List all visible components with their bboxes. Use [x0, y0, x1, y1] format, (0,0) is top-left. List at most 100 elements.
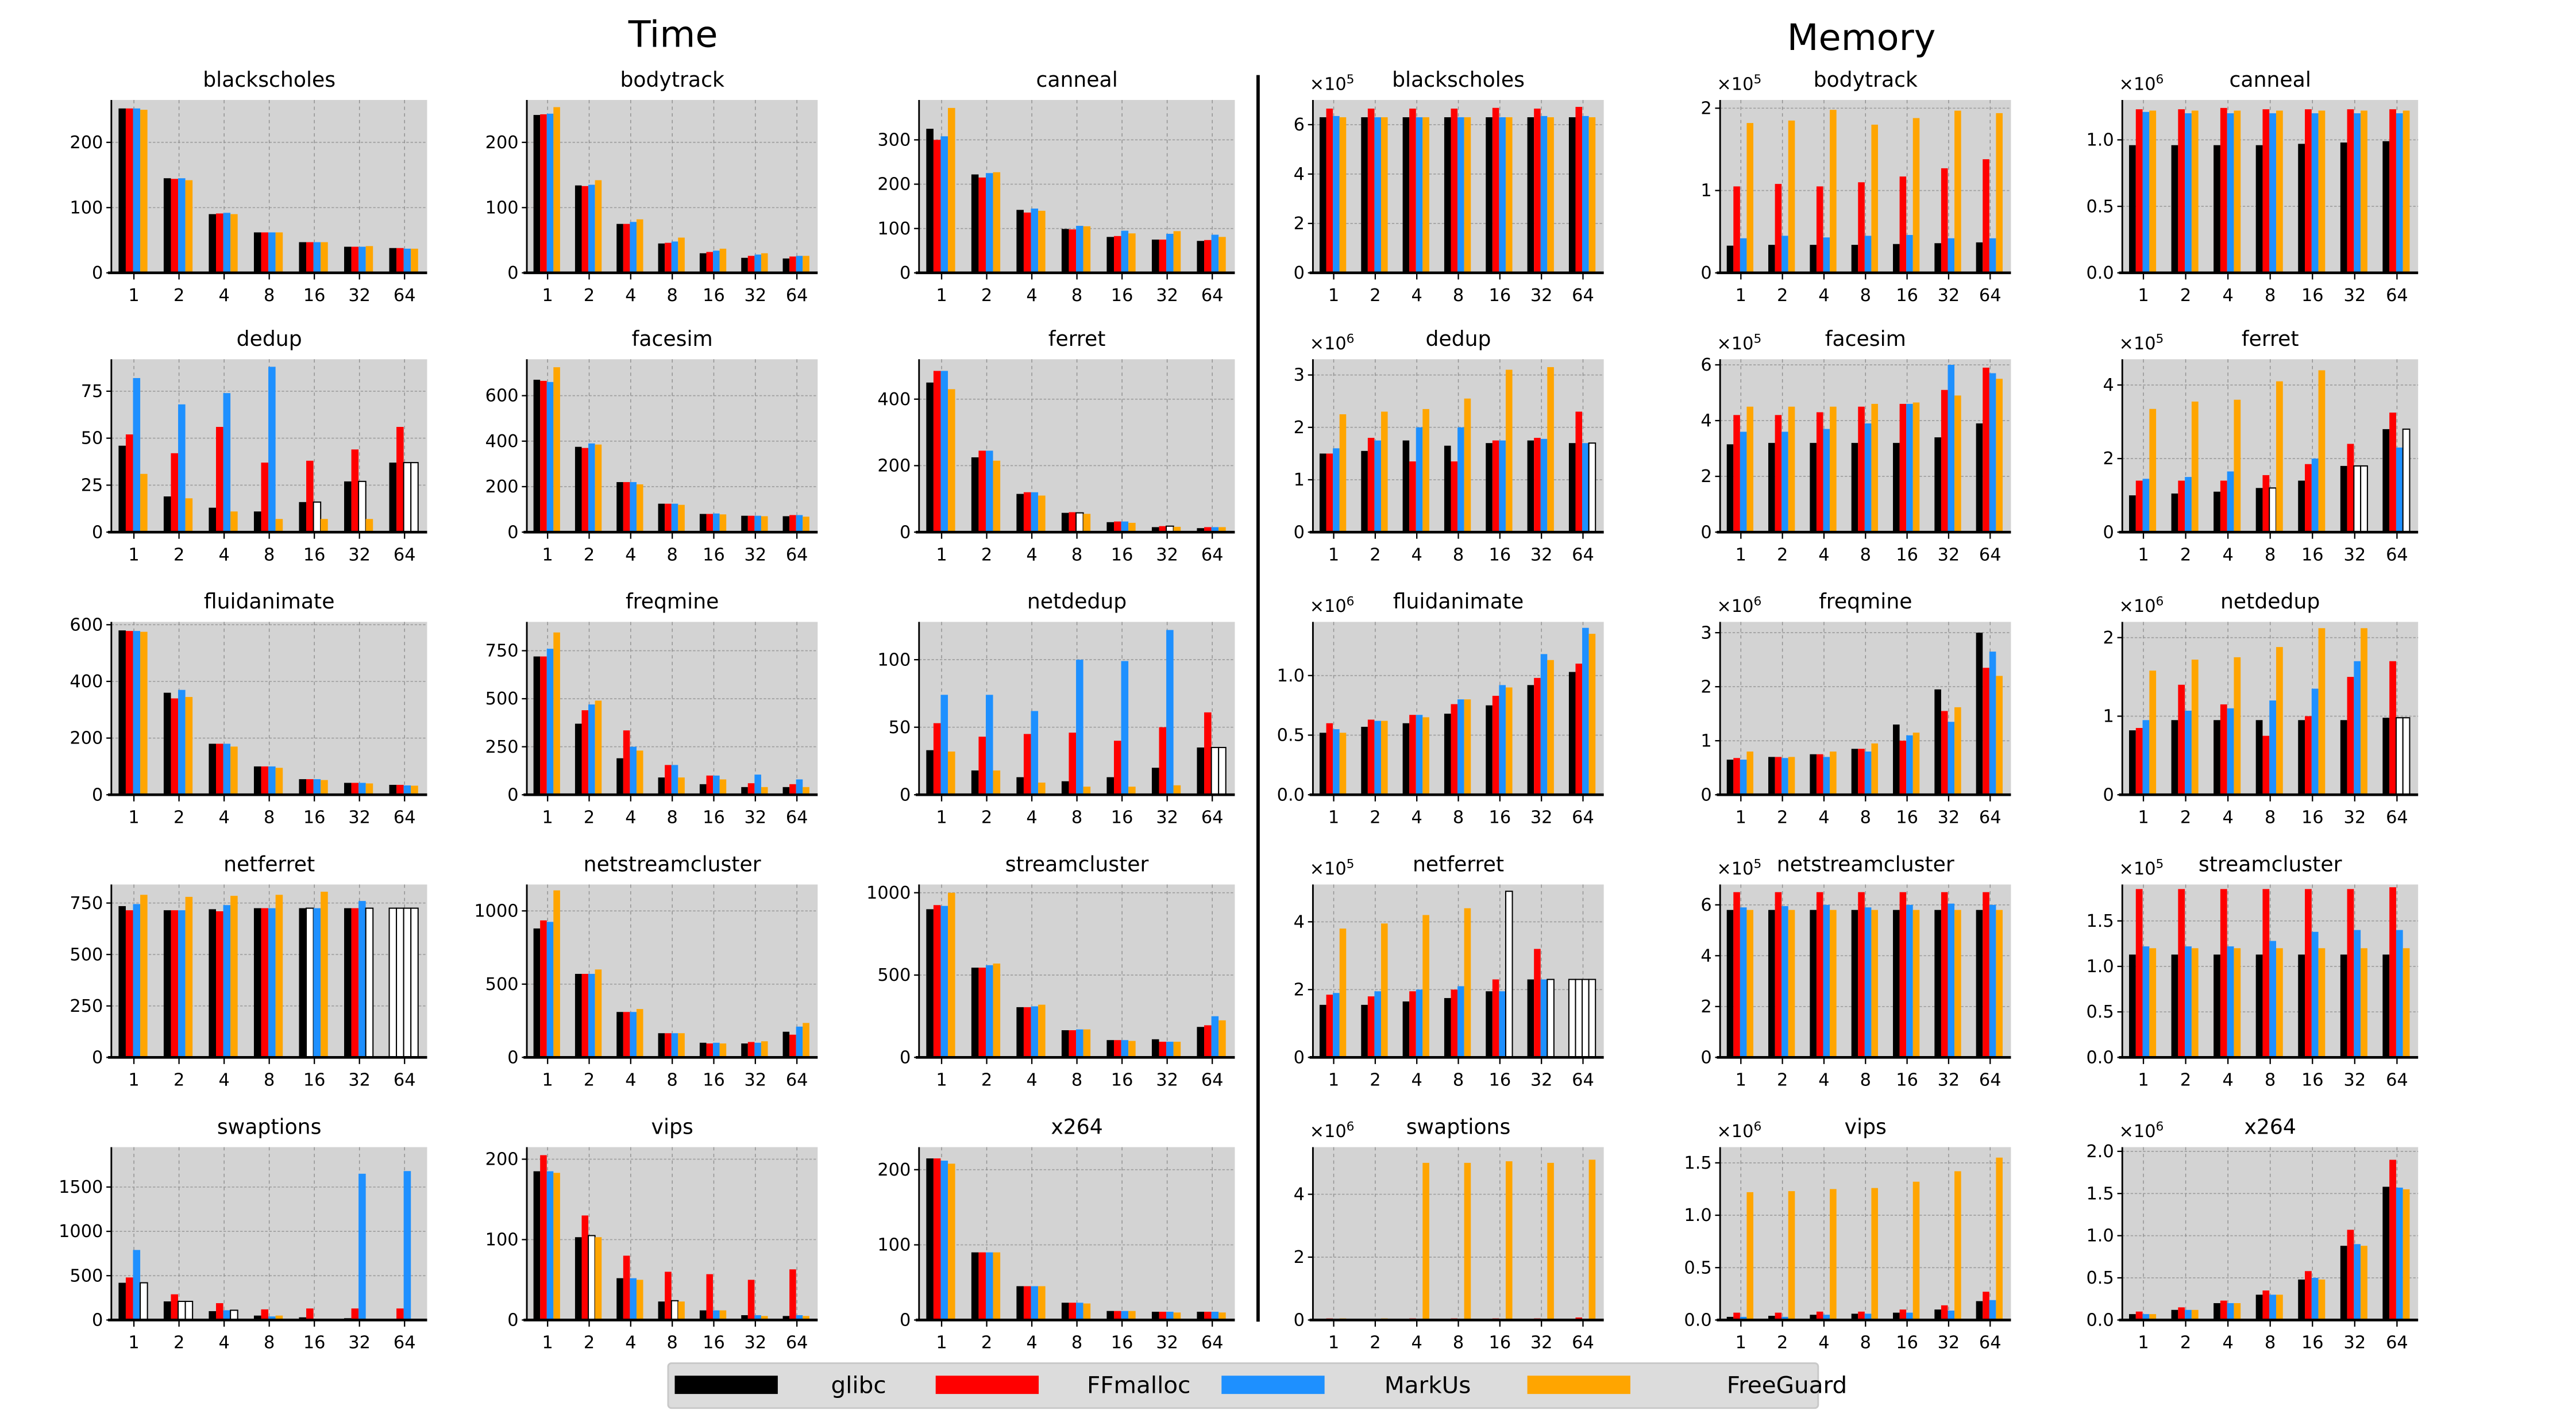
x-tick-label: 32 [1938, 545, 1960, 565]
x-tick-label: 4 [1026, 286, 1037, 306]
bar-markus-64 [1582, 627, 1589, 795]
y-tick-label: 4 [2103, 375, 2114, 395]
panel-title: bodytrack [620, 67, 724, 92]
time-panel-netdedup: 0 50 100 1 2 4 8 16 32 64 netdedup [877, 589, 1235, 827]
bar-ffmalloc-1 [1733, 892, 1740, 1058]
x-tick-label: 8 [667, 807, 678, 827]
bar-ffmalloc-8 [2262, 889, 2270, 1058]
x-tick-label: 1 [1736, 807, 1746, 827]
x-tick-label: 4 [1818, 1070, 1829, 1090]
panel-title: facesim [632, 326, 713, 351]
bar-markus-16 [713, 1310, 720, 1320]
x-tick-label: 64 [394, 807, 416, 827]
x-tick-label: 64 [786, 807, 808, 827]
bar-freeguard-2 [1381, 923, 1388, 1058]
bar-glibc-64 [2382, 718, 2390, 795]
scale-exponent: 6 [2156, 72, 2164, 87]
bar-glibc-8 [1851, 442, 1858, 533]
bar-glibc-4 [1810, 910, 1817, 1058]
bar-freeguard-4 [2234, 110, 2241, 273]
y-tick-label: 2 [1700, 98, 1711, 118]
x-tick-label: 64 [1201, 1333, 1224, 1353]
x-tick-label: 4 [1818, 286, 1829, 306]
bar-ffmalloc-2 [978, 968, 986, 1058]
x-tick-label: 1 [128, 1070, 139, 1090]
bar-markus-1 [2142, 479, 2150, 533]
bar-ffmalloc-32 [351, 449, 359, 533]
y-tick-label: 6 [1294, 115, 1305, 135]
bar-freeguard-64 [1218, 1312, 1226, 1320]
bar-freeguard-32 [1547, 1162, 1554, 1320]
bar-markus-4 [1823, 237, 1830, 273]
x-tick-label: 1 [2138, 807, 2149, 827]
bar-ffmalloc-32 [351, 908, 359, 1058]
bar-freeguard-4 [1830, 752, 1837, 795]
bar-markus-16 [313, 242, 321, 273]
x-tick-label: 1 [1328, 545, 1339, 565]
x-tick-label: 16 [1111, 545, 1133, 565]
x-tick-label: 64 [394, 545, 416, 565]
bar-markus-1 [1740, 432, 1747, 533]
bar-markus-1 [1740, 238, 1747, 273]
bar-freeguard-64 [803, 256, 809, 273]
y-tick-label: 0 [1294, 263, 1305, 283]
bar-freeguard-8 [1083, 787, 1091, 795]
y-tick-label: 250 [485, 737, 519, 757]
bar-glibc-4 [2213, 145, 2220, 273]
x-tick-label: 1 [1328, 807, 1339, 827]
x-tick-label: 64 [1572, 807, 1594, 827]
x-tick-label: 8 [1453, 545, 1464, 565]
time-panel-vips: 0 100 200 1 2 4 8 16 32 64 vips [485, 1114, 818, 1353]
x-tick-label: 32 [1530, 1070, 1553, 1090]
bar-ffmalloc-16 [2305, 1271, 2312, 1320]
bar-markus-16 [1906, 735, 1913, 795]
x-tick-label: 16 [1896, 545, 1918, 565]
x-tick-label: 8 [1453, 1070, 1464, 1090]
x-tick-label: 4 [1026, 545, 1037, 565]
bar-glibc-8 [253, 232, 261, 273]
bar-glibc-1 [1726, 245, 1734, 273]
bar-freeguard-4 [1830, 910, 1837, 1058]
bar-markus-16 [2311, 113, 2319, 273]
bar-markus-8 [2269, 1295, 2277, 1320]
bar-markus-64 [1211, 527, 1219, 533]
x-tick-label: 1 [1736, 1070, 1746, 1090]
bar-markus-4 [2227, 946, 2234, 1058]
y-tick-label: 2 [1294, 980, 1305, 1000]
x-tick-label: 4 [1412, 1070, 1422, 1090]
bar-markus-64 [1582, 978, 1590, 1058]
bar-ffmalloc-4 [623, 1012, 630, 1058]
bar-freeguard-4 [1038, 210, 1046, 273]
y-tick-label: 4 [1700, 946, 1711, 966]
bar-ffmalloc-32 [747, 1280, 755, 1320]
bar-freeguard-4 [230, 214, 238, 273]
bar-glibc-2 [163, 692, 171, 795]
bar-freeguard-32 [2360, 465, 2368, 533]
bar-glibc-2 [971, 457, 979, 533]
bar-freeguard-2 [1381, 721, 1388, 795]
bar-glibc-1 [1319, 453, 1326, 533]
bar-freeguard-2 [1788, 757, 1795, 795]
bar-markus-4 [630, 482, 637, 533]
bar-ffmalloc-1 [933, 723, 941, 795]
scale-exponent: 5 [2156, 332, 2164, 346]
scale-base: ×10 [2119, 859, 2155, 879]
bar-markus-32 [2354, 930, 2361, 1058]
x-tick-label: 4 [218, 807, 229, 827]
axis-scale-label: ×106 [1310, 1120, 1355, 1142]
bar-ffmalloc-4 [215, 427, 223, 533]
x-tick-label: 4 [1818, 545, 1829, 565]
bar-ffmalloc-16 [706, 775, 714, 795]
bar-freeguard-2 [2191, 110, 2199, 273]
bar-freeguard-32 [1173, 526, 1181, 533]
bar-glibc-8 [658, 777, 665, 795]
time-panel-streamcluster: 0 500 1000 1 2 4 8 16 32 64 streamcluster [866, 852, 1235, 1090]
bar-freeguard-2 [185, 896, 193, 1058]
bar-glibc-2 [1361, 1004, 1368, 1058]
bar-freeguard-1 [1339, 414, 1347, 533]
bar-markus-32 [1540, 115, 1548, 273]
bar-markus-32 [1166, 630, 1174, 795]
bar-markus-8 [1457, 117, 1464, 273]
bar-freeguard-32 [761, 516, 768, 533]
bar-ffmalloc-2 [978, 450, 986, 533]
